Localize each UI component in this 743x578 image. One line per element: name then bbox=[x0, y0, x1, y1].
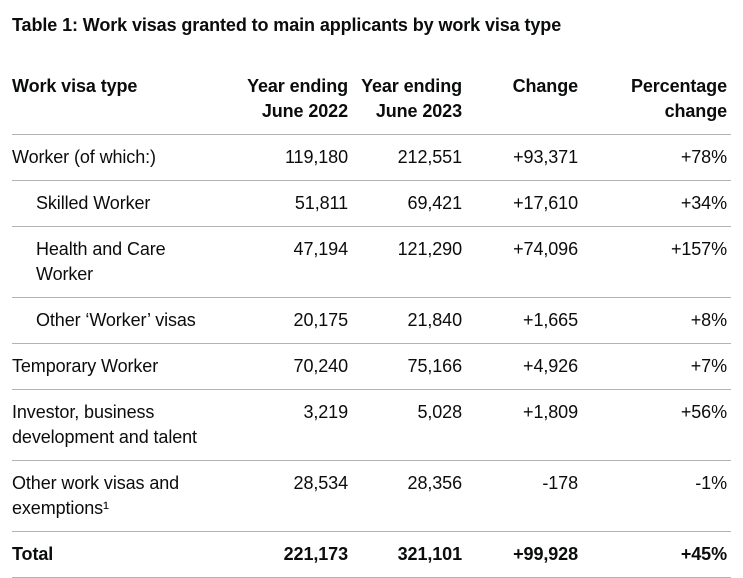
cell-change: +99,928 bbox=[462, 531, 578, 578]
cell-visa-type: Investor, business development and talen… bbox=[12, 389, 242, 461]
cell-ye2023: 5,028 bbox=[348, 389, 462, 461]
cell-change: -178 bbox=[462, 460, 578, 532]
header-year-ending-june-2022: Year ending June 2022 bbox=[242, 74, 348, 135]
cell-pct-change: +56% bbox=[578, 389, 731, 461]
cell-change: +1,809 bbox=[462, 389, 578, 461]
table-row-skilled-worker: Skilled Worker 51,811 69,421 +17,610 +34… bbox=[12, 180, 731, 227]
table-row-other-worker-visas: Other ‘Worker’ visas 20,175 21,840 +1,66… bbox=[12, 297, 731, 344]
table-row-worker: Worker (of which:) 119,180 212,551 +93,3… bbox=[12, 134, 731, 181]
header-work-visa-type: Work visa type bbox=[12, 74, 242, 135]
table-row-health-care-worker: Health and Care Worker 47,194 121,290 +7… bbox=[12, 226, 731, 298]
table-title: Table 1: Work visas granted to main appl… bbox=[12, 15, 562, 35]
cell-pct-change: +78% bbox=[578, 134, 731, 181]
cell-visa-type: Other ‘Worker’ visas bbox=[12, 297, 242, 344]
cell-ye2022: 28,534 bbox=[242, 460, 348, 532]
cell-change: +74,096 bbox=[462, 226, 578, 298]
cell-pct-change: +7% bbox=[578, 343, 731, 390]
cell-visa-type: Other work visas and exemptions¹ bbox=[12, 460, 242, 532]
cell-pct-change: +157% bbox=[578, 226, 731, 298]
cell-change: +1,665 bbox=[462, 297, 578, 344]
cell-visa-type: Skilled Worker bbox=[12, 180, 242, 227]
header-change: Change bbox=[462, 74, 578, 135]
cell-pct-change: +8% bbox=[578, 297, 731, 344]
cell-ye2022: 47,194 bbox=[242, 226, 348, 298]
table-row-other-work-visas-exemptions: Other work visas and exemptions¹ 28,534 … bbox=[12, 460, 731, 532]
cell-ye2023: 28,356 bbox=[348, 460, 462, 532]
table-row-temporary-worker: Temporary Worker 70,240 75,166 +4,926 +7… bbox=[12, 343, 731, 390]
cell-ye2022: 20,175 bbox=[242, 297, 348, 344]
header-year-ending-june-2023: Year ending June 2023 bbox=[348, 74, 462, 135]
cell-ye2023: 75,166 bbox=[348, 343, 462, 390]
cell-ye2022: 51,811 bbox=[242, 180, 348, 227]
work-visas-table: Work visa type Year ending June 2022 Yea… bbox=[12, 74, 731, 578]
cell-ye2022: 3,219 bbox=[242, 389, 348, 461]
cell-ye2023: 121,290 bbox=[348, 226, 462, 298]
cell-ye2023: 212,551 bbox=[348, 134, 462, 181]
cell-pct-change: -1% bbox=[578, 460, 731, 532]
table-row-total: Total 221,173 321,101 +99,928 +45% bbox=[12, 531, 731, 578]
cell-visa-type: Health and Care Worker bbox=[12, 226, 242, 298]
header-row: Work visa type Year ending June 2022 Yea… bbox=[12, 74, 731, 135]
cell-pct-change: +34% bbox=[578, 180, 731, 227]
cell-visa-type: Temporary Worker bbox=[12, 343, 242, 390]
cell-ye2022: 70,240 bbox=[242, 343, 348, 390]
header-percentage-change: Percentage change bbox=[578, 74, 731, 135]
cell-visa-type: Total bbox=[12, 531, 242, 578]
cell-ye2022: 221,173 bbox=[242, 531, 348, 578]
cell-visa-type: Worker (of which:) bbox=[12, 134, 242, 181]
cell-ye2022: 119,180 bbox=[242, 134, 348, 181]
cell-change: +4,926 bbox=[462, 343, 578, 390]
cell-change: +17,610 bbox=[462, 180, 578, 227]
cell-pct-change: +45% bbox=[578, 531, 731, 578]
cell-ye2023: 321,101 bbox=[348, 531, 462, 578]
cell-ye2023: 21,840 bbox=[348, 297, 462, 344]
table-row-investor-business-talent: Investor, business development and talen… bbox=[12, 389, 731, 461]
cell-change: +93,371 bbox=[462, 134, 578, 181]
cell-ye2023: 69,421 bbox=[348, 180, 462, 227]
